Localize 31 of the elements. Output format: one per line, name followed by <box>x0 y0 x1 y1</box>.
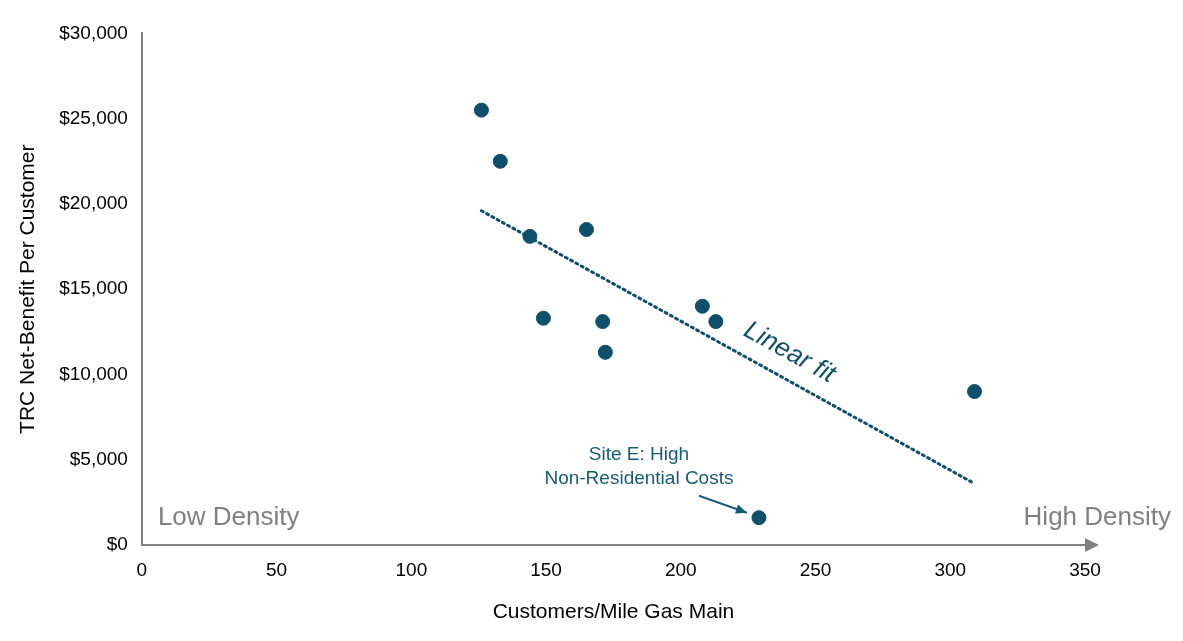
y-tick-label: $25,000 <box>59 106 128 128</box>
point <box>694 298 710 314</box>
x-tick-label: 350 <box>1069 558 1101 580</box>
point <box>751 510 767 526</box>
y-tick-label: $0 <box>106 533 128 555</box>
y-tick-label: $10,000 <box>59 362 128 384</box>
point <box>967 384 983 400</box>
x-axis-title: Customers/Mile Gas Main <box>492 599 735 623</box>
x-tick-label: 50 <box>266 558 288 580</box>
y-axis-title: TRC Net-Benefit Per Customer <box>15 144 39 434</box>
y-tick-label: $30,000 <box>59 21 128 43</box>
point <box>522 228 538 244</box>
x-tick-label: 300 <box>934 558 967 580</box>
y-tick-label: $15,000 <box>59 277 128 299</box>
annotation: Site E: High Non-Residential Costs <box>544 443 734 489</box>
annotation: Low Density <box>157 501 300 532</box>
point <box>535 310 551 326</box>
point <box>578 222 594 238</box>
point <box>473 102 489 118</box>
x-tick-label: 250 <box>799 558 832 580</box>
x-tick-label: 200 <box>664 558 697 580</box>
y-tick-label: $5,000 <box>69 447 128 469</box>
x-tick-label: 100 <box>395 558 428 580</box>
point <box>492 153 508 169</box>
x-tick-label: 0 <box>136 558 148 580</box>
annotation: High Density <box>1023 501 1171 532</box>
point <box>597 344 613 360</box>
y-tick-label: $20,000 <box>59 192 128 214</box>
x-tick-label: 150 <box>530 558 562 580</box>
point <box>708 314 724 330</box>
point <box>595 314 611 330</box>
